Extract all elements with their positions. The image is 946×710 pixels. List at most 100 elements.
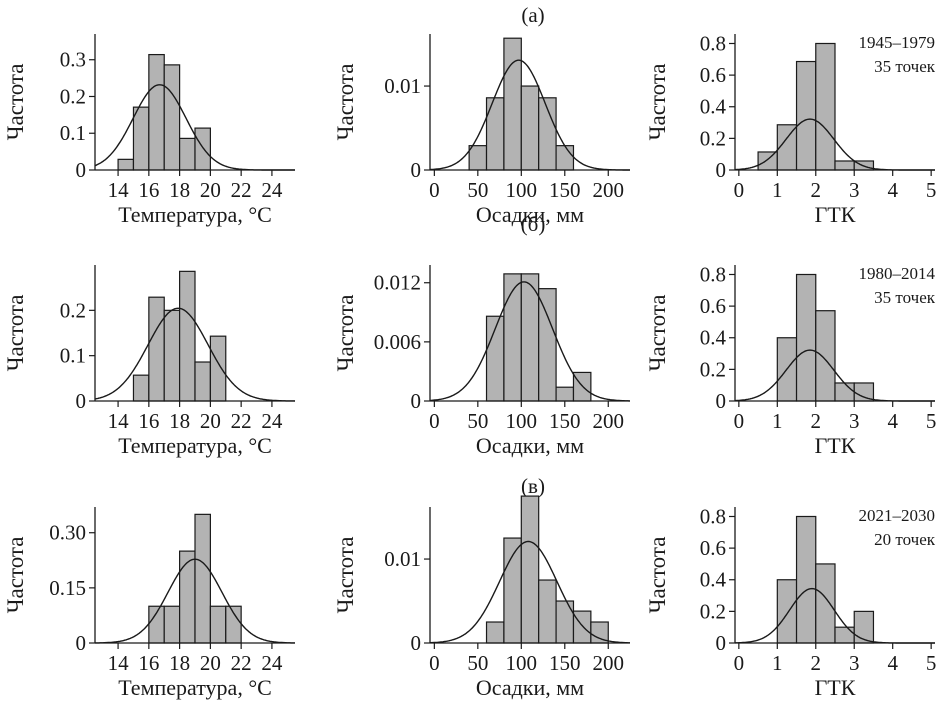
x-tick-label: 16 [138, 409, 159, 433]
points-note: 20 точек [874, 530, 936, 549]
y-tick-label: 0.012 [374, 271, 421, 295]
x-tick-label: 0 [429, 651, 440, 675]
x-tick-label: 24 [261, 409, 283, 433]
x-tick-label: 22 [231, 651, 252, 675]
x-tick-label: 2 [811, 651, 822, 675]
histogram-bar [503, 273, 522, 402]
y-tick-label: 0.4 [700, 95, 727, 119]
histogram-bar [209, 335, 227, 402]
y-tick-label: 0.8 [700, 504, 726, 528]
y-tick-label: 0.6 [700, 294, 726, 318]
x-tick-label: 5 [926, 409, 937, 433]
x-tick-label: 18 [169, 178, 190, 202]
x-tick-label: 14 [108, 178, 130, 202]
x-axis-label: Осадки, мм [476, 202, 584, 227]
y-tick-label: 0.2 [700, 357, 726, 381]
x-tick-label: 0 [734, 409, 745, 433]
x-axis-label: Температура, °C [118, 433, 272, 458]
x-tick-label: 100 [506, 178, 538, 202]
histogram-bar [148, 296, 165, 402]
y-tick-label: 0.15 [49, 576, 86, 600]
histogram-bar [132, 374, 150, 402]
y-tick-label: 0 [716, 389, 727, 413]
y-tick-label: 0 [76, 389, 87, 413]
histogram-bar [795, 60, 817, 171]
y-tick-label: 0 [716, 158, 727, 182]
y-axis-label: Частота [3, 64, 28, 141]
histogram-bar [834, 160, 855, 171]
y-tick-label: 0.30 [49, 521, 86, 545]
histogram-bar [117, 158, 135, 171]
y-axis-label: Частота [645, 295, 670, 372]
x-tick-label: 3 [849, 651, 860, 675]
y-axis-label: Частота [3, 537, 28, 614]
histogram-bar [163, 64, 181, 171]
histogram-bar [834, 626, 855, 644]
histogram-bar [815, 563, 836, 644]
fitted-curve [429, 59, 630, 171]
x-tick-label: 50 [467, 409, 488, 433]
x-tick-label: 16 [138, 651, 159, 675]
histogram-bar [194, 513, 211, 644]
histogram-bar [776, 579, 798, 644]
histogram-bar [209, 605, 227, 644]
x-tick-label: 1 [772, 651, 783, 675]
y-tick-label: 0.2 [60, 84, 86, 108]
x-tick-label: 3 [849, 178, 860, 202]
histogram-bar [132, 106, 150, 171]
histogram-bar [179, 550, 196, 644]
x-tick-label: 18 [169, 651, 190, 675]
x-axis-label: Температура, °C [118, 675, 272, 700]
histogram-panel: 0 50 100 150 200 0 0.01 Осадки, мм Частота [333, 34, 630, 227]
x-tick-label: 20 [200, 651, 221, 675]
histogram-bar [520, 495, 540, 644]
y-tick-label: 0 [411, 631, 422, 655]
x-tick-label: 2 [811, 409, 822, 433]
x-tick-label: 150 [549, 651, 581, 675]
period-note: 2021–2030 [859, 506, 936, 525]
histogram-bar [503, 37, 522, 171]
histogram-bar [468, 145, 488, 171]
x-axis-label: Осадки, мм [476, 675, 584, 700]
x-axis-label: Температура, °C [118, 202, 272, 227]
x-tick-label: 0 [429, 178, 440, 202]
fitted-curve [95, 558, 295, 644]
histogram-bar [485, 621, 505, 644]
histogram-bar [795, 273, 817, 402]
x-tick-label: 20 [200, 178, 221, 202]
x-tick-label: 24 [261, 178, 283, 202]
y-tick-label: 0.4 [700, 568, 727, 592]
fitted-curve [430, 281, 630, 402]
y-tick-label: 0.006 [374, 330, 421, 354]
histogram-bar [179, 137, 196, 171]
x-tick-label: 20 [200, 409, 221, 433]
y-tick-label: 0 [411, 389, 422, 413]
x-tick-label: 2 [811, 178, 822, 202]
period-note: 1945–1979 [859, 33, 936, 52]
histogram-panel: 0 1 2 3 4 5 0 0.2 0.4 0.6 0.8 ГТК Частота 1945–1979 35… [645, 31, 936, 227]
x-tick-label: 5 [926, 651, 937, 675]
x-tick-label: 22 [231, 178, 252, 202]
histogram-bar [555, 600, 575, 644]
x-tick-label: 18 [169, 409, 190, 433]
x-tick-label: 1 [772, 178, 783, 202]
x-tick-label: 1 [772, 409, 783, 433]
x-tick-label: 200 [593, 409, 625, 433]
y-tick-label: 0.6 [700, 536, 726, 560]
y-tick-label: 0 [716, 631, 727, 655]
histogram-bar [538, 579, 557, 644]
y-tick-label: 0.8 [700, 31, 726, 55]
histogram-bar [815, 42, 836, 171]
x-tick-label: 200 [593, 178, 625, 202]
x-tick-label: 16 [138, 178, 159, 202]
histogram-bar [815, 310, 836, 402]
x-tick-label: 100 [506, 409, 538, 433]
x-tick-label: 4 [887, 651, 898, 675]
histogram-bar [148, 53, 165, 171]
fitted-curve [430, 540, 630, 644]
x-tick-label: 0 [429, 409, 440, 433]
x-tick-label: 200 [593, 651, 625, 675]
histogram-bar [538, 288, 557, 402]
x-tick-label: 5 [926, 178, 937, 202]
